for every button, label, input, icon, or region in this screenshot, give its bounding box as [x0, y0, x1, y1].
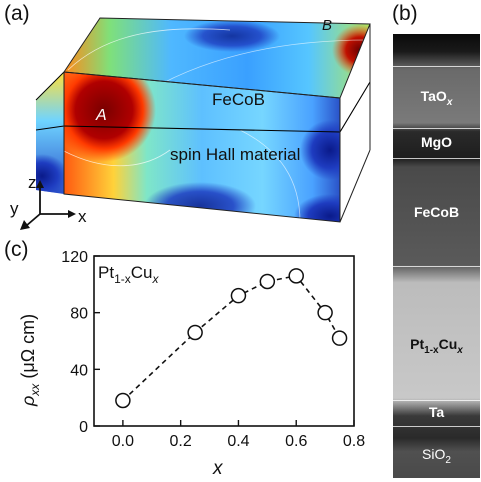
- x-tick-label: 0.2: [170, 433, 192, 450]
- panel-c-chart: 0.0 0.2 0.4 0.6 0.8 0 40 80 120 Pt1-xCux x ρxx …: [18, 249, 365, 479]
- x-tick-label: 0.4: [227, 433, 249, 450]
- panel-a-figure: A B FeCoB spin Hall material z y x: [10, 17, 371, 230]
- axis-y-label: y: [10, 199, 19, 218]
- point-b-label: B: [322, 17, 332, 34]
- panel-c-label: (c): [4, 238, 29, 261]
- y-tick-group: 0 40 80 120: [61, 249, 100, 436]
- panel-b-tem-image: TaOx MgO FeCoB Pt1-xCux Ta SiO2: [393, 34, 480, 478]
- data-point: [288, 268, 304, 284]
- layer-sio2-label: SiO2: [422, 446, 451, 466]
- plot-frame: [93, 255, 355, 427]
- layer-ta-label: Ta: [428, 404, 445, 420]
- y-tick-label: 80: [70, 306, 88, 323]
- layer-fecob-label: FeCoB: [413, 204, 460, 220]
- data-point: [115, 392, 131, 409]
- layer-ptcu-label: Pt1-xCux: [410, 336, 463, 356]
- y-tick-label: 0: [79, 419, 88, 436]
- x-tick-label: 0.6: [285, 433, 307, 450]
- slab-front-face: [64, 72, 340, 222]
- data-point: [230, 287, 247, 304]
- layer-bottom-label: spin Hall material: [170, 145, 300, 164]
- data-point: [331, 330, 348, 346]
- x-tick-label: 0.0: [112, 433, 134, 450]
- panel-a-label: (a): [4, 2, 30, 25]
- panel-b-label: (b): [392, 2, 418, 25]
- axis-z-label: z: [28, 173, 37, 192]
- data-point: [317, 304, 333, 321]
- data-point: [187, 324, 203, 341]
- y-axis-label: ρxx (μΩ cm): [18, 314, 42, 407]
- x-axis-label: x: [212, 458, 224, 479]
- data-points: [115, 268, 348, 409]
- layer-taox-label: TaOx: [420, 88, 453, 108]
- y-tick-label: 40: [70, 362, 88, 379]
- slab-side-face: [36, 72, 64, 194]
- layer-top-label: FeCoB: [212, 90, 265, 109]
- point-a-label: A: [95, 107, 107, 124]
- y-tick-label: 120: [61, 249, 88, 266]
- layer-mgo-label: MgO: [420, 134, 453, 150]
- inset-composition-label: Pt1-xCux: [98, 263, 159, 286]
- axis-x-label: x: [78, 207, 87, 226]
- data-point: [259, 273, 276, 290]
- coordinate-axes: z y x: [10, 173, 87, 230]
- x-tick-label: 0.8: [343, 433, 365, 450]
- x-tick-group: 0.0 0.2 0.4 0.6 0.8: [112, 420, 365, 450]
